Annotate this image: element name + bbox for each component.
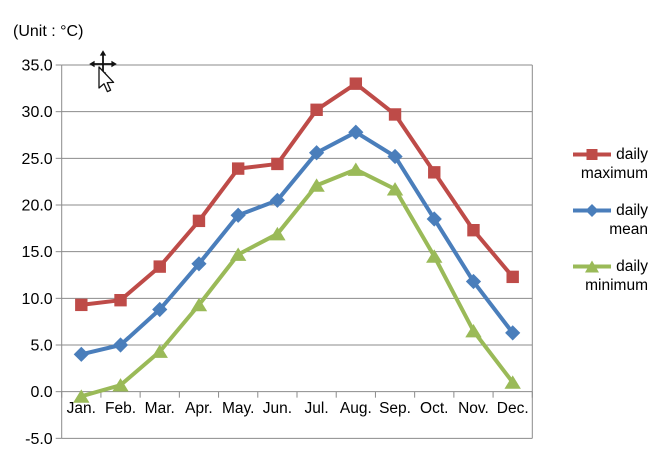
svg-text:Aug.: Aug. — [340, 400, 372, 417]
svg-text:Dec.: Dec. — [497, 400, 529, 417]
legend-item-daily-minimum[interactable]: daily minimum — [556, 257, 648, 295]
legend-label-line1: daily — [616, 146, 648, 163]
svg-text:Apr.: Apr. — [185, 400, 213, 417]
legend-marker-triangle-icon — [573, 260, 612, 273]
svg-text:Feb.: Feb. — [105, 400, 136, 417]
svg-text:30.0: 30.0 — [22, 104, 53, 121]
svg-text:25.0: 25.0 — [22, 151, 53, 168]
legend-label-line1: daily — [616, 258, 648, 275]
svg-text:Sep.: Sep. — [379, 400, 411, 417]
legend-item-daily-maximum[interactable]: daily maximum — [556, 145, 648, 183]
svg-text:10.0: 10.0 — [22, 291, 53, 308]
chart-legend: daily maximum daily mean — [556, 145, 648, 295]
legend-marker-square-icon — [573, 149, 612, 160]
svg-text:May.: May. — [222, 400, 254, 417]
legend-label-line2: maximum — [580, 165, 648, 182]
unit-label: (Unit : °C) — [13, 23, 84, 40]
svg-text:Jul.: Jul. — [305, 400, 329, 417]
legend-label-line1: daily — [616, 202, 648, 219]
svg-text:Jun.: Jun. — [263, 400, 292, 417]
svg-text:15.0: 15.0 — [22, 244, 53, 261]
svg-text:5.0: 5.0 — [30, 337, 52, 354]
svg-text:-5.0: -5.0 — [25, 431, 53, 448]
svg-text:Jan.: Jan. — [67, 400, 96, 417]
legend-marker-diamond-icon — [573, 204, 612, 217]
legend-item-daily-mean[interactable]: daily mean — [556, 201, 648, 239]
svg-text:Mar.: Mar. — [145, 400, 175, 417]
legend-label-line2: minimum — [585, 277, 648, 294]
svg-text:35.0: 35.0 — [22, 58, 53, 75]
svg-text:Oct.: Oct. — [420, 400, 448, 417]
legend-label-line2: mean — [609, 221, 648, 238]
svg-text:20.0: 20.0 — [22, 197, 53, 214]
svg-text:0.0: 0.0 — [30, 384, 52, 401]
svg-text:Nov.: Nov. — [458, 400, 489, 417]
